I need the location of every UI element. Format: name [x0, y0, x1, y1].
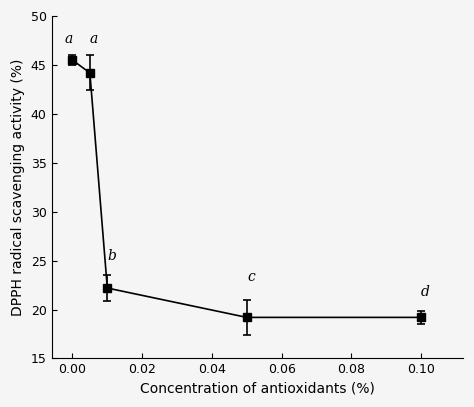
Text: a: a: [90, 33, 98, 46]
Text: c: c: [247, 270, 255, 284]
Text: a: a: [65, 33, 73, 46]
Text: d: d: [421, 285, 429, 299]
X-axis label: Concentration of antioxidants (%): Concentration of antioxidants (%): [140, 382, 374, 396]
Text: b: b: [107, 249, 116, 263]
Y-axis label: DPPH radical scavenging activity (%): DPPH radical scavenging activity (%): [11, 59, 25, 316]
